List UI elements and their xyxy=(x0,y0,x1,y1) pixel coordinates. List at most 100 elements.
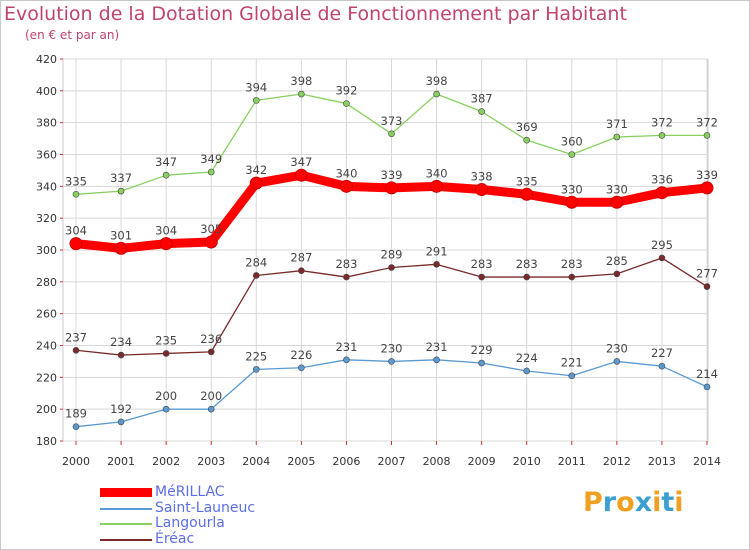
data-point xyxy=(475,183,489,197)
data-label: 304 xyxy=(155,224,177,238)
logo-letter: i xyxy=(652,487,662,518)
x-tick-label: 2001 xyxy=(107,455,135,468)
data-label: 230 xyxy=(606,341,628,355)
y-tick-label: 420 xyxy=(36,53,57,66)
proxiti-logo: Proxiti xyxy=(583,487,684,518)
data-point xyxy=(117,418,125,426)
data-point xyxy=(72,423,80,430)
data-point xyxy=(343,356,350,364)
chart-subtitle: (en € et par an) xyxy=(25,28,120,42)
data-label: 221 xyxy=(561,356,583,370)
data-label: 398 xyxy=(426,74,448,88)
legend-swatch-langourla xyxy=(100,523,152,525)
data-label: 371 xyxy=(606,117,628,131)
series-lines xyxy=(69,90,714,430)
data-label: 387 xyxy=(471,92,493,106)
data-point xyxy=(252,366,260,373)
logo-letter: x xyxy=(634,487,653,518)
data-point xyxy=(613,133,621,141)
data-point xyxy=(204,235,218,249)
data-label: 372 xyxy=(696,115,718,129)
logo-letter: r xyxy=(602,487,617,518)
data-point xyxy=(252,97,260,104)
data-point xyxy=(385,181,398,195)
data-point xyxy=(613,358,621,365)
x-tick-label: 2012 xyxy=(603,455,631,468)
axes: 180 200 220 240 260 280 300 320 340 360 380 400 420 2… xyxy=(36,53,721,468)
data-point xyxy=(568,372,576,380)
data-point xyxy=(298,90,305,98)
data-label: 237 xyxy=(65,330,87,344)
y-tick-label: 240 xyxy=(36,340,57,353)
y-tick-label: 400 xyxy=(36,85,57,98)
data-point xyxy=(703,283,711,290)
data-label: 214 xyxy=(696,367,718,381)
data-point xyxy=(478,108,485,115)
y-tick-label: 340 xyxy=(36,180,57,193)
data-label: 301 xyxy=(110,228,132,242)
data-label: 283 xyxy=(335,257,357,271)
data-label: 342 xyxy=(245,163,267,177)
data-label: 236 xyxy=(200,332,222,346)
legend-label-merillac: MéRILLAC xyxy=(155,484,225,500)
data-label: 360 xyxy=(561,135,583,149)
data-point xyxy=(658,254,666,262)
data-point xyxy=(520,187,534,201)
data-point xyxy=(478,273,485,281)
data-label: 369 xyxy=(516,120,538,134)
data-point xyxy=(433,90,440,98)
data-label: 392 xyxy=(335,84,357,98)
data-point xyxy=(478,359,485,367)
data-label: 339 xyxy=(381,168,403,182)
data-label: 231 xyxy=(335,340,357,354)
data-point xyxy=(388,358,395,365)
data-point xyxy=(610,195,624,209)
legend-item-saint-launeuc: Saint-Launeuc xyxy=(100,500,320,516)
data-point xyxy=(69,237,83,251)
logo-letter: i xyxy=(674,487,684,518)
data-label: 277 xyxy=(696,267,718,281)
data-point xyxy=(655,186,669,200)
data-point xyxy=(343,273,350,281)
data-point xyxy=(298,364,305,372)
data-label: 335 xyxy=(516,174,538,188)
logo-letter: o xyxy=(616,487,635,518)
data-point xyxy=(568,273,576,281)
data-point xyxy=(433,261,440,268)
data-label: 330 xyxy=(606,182,628,196)
legend-label-saint-launeuc: Saint-Launeuc xyxy=(155,499,256,516)
x-tick-label: 2003 xyxy=(197,455,225,468)
data-point xyxy=(433,356,440,364)
data-label: 330 xyxy=(561,182,583,196)
data-label: 372 xyxy=(651,115,673,129)
data-label: 336 xyxy=(651,173,673,187)
y-tick-label: 380 xyxy=(36,117,57,130)
data-label: 339 xyxy=(696,168,718,182)
x-tick-label: 2009 xyxy=(468,455,496,468)
data-point xyxy=(207,405,215,413)
legend-item-merillac: MéRILLAC xyxy=(100,484,320,500)
data-label: 289 xyxy=(381,248,403,262)
data-label: 398 xyxy=(290,74,312,88)
data-point xyxy=(523,136,531,144)
data-labels: 237 234 235 236 284 287 283 289 291 283 283 283 285 2… xyxy=(65,74,718,421)
data-label: 226 xyxy=(290,348,312,362)
data-point xyxy=(700,181,714,195)
data-label: 283 xyxy=(561,257,583,271)
data-label: 200 xyxy=(155,389,177,403)
x-tick-label: 2005 xyxy=(287,455,315,468)
data-point xyxy=(658,132,666,139)
data-label: 349 xyxy=(200,152,222,166)
legend-swatch-ereac xyxy=(100,538,152,541)
y-tick-label: 300 xyxy=(36,244,57,257)
data-point xyxy=(162,350,170,357)
data-label: 394 xyxy=(245,80,267,94)
data-point xyxy=(565,195,579,209)
data-label: 373 xyxy=(381,114,403,128)
data-label: 227 xyxy=(651,346,673,360)
data-label: 192 xyxy=(110,402,132,416)
x-tick-label: 2006 xyxy=(332,455,360,468)
data-point xyxy=(343,100,350,107)
